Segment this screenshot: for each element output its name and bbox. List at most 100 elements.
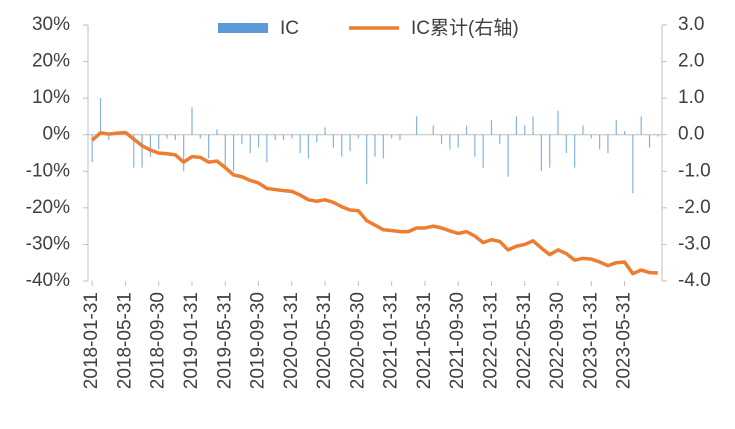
bar <box>307 134 310 159</box>
bar <box>91 134 93 163</box>
bar <box>299 134 301 153</box>
x-tick-label: 2022-09-30 <box>547 292 568 389</box>
y2-tick-label: 3.0 <box>678 14 704 35</box>
bar <box>349 134 351 152</box>
bar <box>540 134 542 172</box>
bar <box>465 125 468 135</box>
bar <box>640 116 642 135</box>
bar <box>615 120 617 135</box>
bar <box>332 134 335 148</box>
bar <box>266 134 268 163</box>
bar <box>565 134 567 153</box>
x-tick-label: 2022-05-31 <box>514 292 535 389</box>
bar <box>249 134 251 153</box>
bar <box>341 134 343 157</box>
bar <box>382 134 384 159</box>
y2-tick-label: -1.0 <box>678 160 711 181</box>
legend-label: IC累计(右轴) <box>411 17 519 39</box>
bar <box>166 134 168 139</box>
bar <box>324 127 326 135</box>
bar <box>141 134 143 168</box>
bar <box>199 134 201 139</box>
bar <box>499 134 501 144</box>
bar <box>216 129 218 135</box>
bar <box>316 134 318 143</box>
x-tick-label: 2022-01-31 <box>480 292 501 389</box>
bar <box>191 107 193 135</box>
x-tick-label: 2021-09-30 <box>447 292 468 389</box>
x-tick-label: 2019-05-31 <box>214 292 235 389</box>
bar <box>232 134 235 172</box>
y2-tick-label: 2.0 <box>678 51 704 72</box>
bar <box>449 134 451 150</box>
bar <box>532 116 534 135</box>
bar <box>274 134 276 141</box>
y-tick-label: -20% <box>26 197 70 218</box>
bar <box>557 110 559 135</box>
y-tick-label: 30% <box>32 14 70 35</box>
x-tick-label: 2018-09-30 <box>148 292 169 389</box>
bar <box>507 134 509 177</box>
x-tick-label: 2021-01-31 <box>381 292 402 389</box>
bar <box>623 131 626 135</box>
bar <box>432 125 434 135</box>
line-series <box>91 130 658 276</box>
bar <box>108 134 110 141</box>
legend-label: IC <box>280 18 299 39</box>
x-tick-label: 2018-01-31 <box>81 292 102 389</box>
x-tick-label: 2020-01-31 <box>281 292 302 389</box>
y2-tick-label: -3.0 <box>678 233 711 254</box>
y-tick-label: 0% <box>43 124 71 145</box>
bar <box>515 116 518 135</box>
y2-tick-label: -2.0 <box>678 197 711 218</box>
bar <box>457 134 459 148</box>
bar <box>582 125 584 135</box>
bar <box>357 134 359 139</box>
bar <box>524 125 526 135</box>
x-tick-label: 2021-05-31 <box>414 292 435 389</box>
bar <box>374 134 376 157</box>
bar <box>174 134 176 141</box>
y-tick-label: -10% <box>26 160 70 181</box>
bar <box>399 134 401 141</box>
bar <box>482 134 484 168</box>
bar <box>590 134 592 139</box>
bar <box>415 116 418 135</box>
bar <box>657 134 659 137</box>
x-tick-label: 2020-09-30 <box>347 292 368 389</box>
bar <box>474 134 476 157</box>
x-tick-label: 2019-01-31 <box>181 292 202 389</box>
bar <box>257 134 260 148</box>
y-tick-label: -40% <box>26 270 70 291</box>
y-tick-label: 20% <box>32 51 70 72</box>
bar <box>282 134 285 141</box>
x-tick-label: 2023-01-31 <box>580 292 601 389</box>
bar <box>183 134 185 172</box>
bar <box>607 134 609 153</box>
bar <box>99 98 102 135</box>
bar <box>648 134 651 148</box>
x-tick-label: 2023-05-31 <box>614 292 635 389</box>
legend-swatch <box>218 23 268 33</box>
x-tick-label: 2018-05-31 <box>114 292 135 389</box>
bar <box>158 134 160 150</box>
y-tick-label: -30% <box>26 233 70 254</box>
bar <box>208 134 210 159</box>
bar <box>574 134 576 168</box>
bar <box>490 120 493 135</box>
bar <box>291 134 293 139</box>
bar <box>599 134 601 150</box>
bar <box>632 134 634 194</box>
x-tick-label: 2020-05-31 <box>314 292 335 389</box>
bar <box>133 134 135 168</box>
y-tick-label: 10% <box>32 87 70 108</box>
bar <box>440 134 443 144</box>
y2-tick-label: -4.0 <box>678 270 711 291</box>
bar <box>549 134 551 168</box>
x-tick-label: 2019-09-30 <box>248 292 269 389</box>
bar <box>241 134 243 144</box>
y2-tick-label: 1.0 <box>678 87 704 108</box>
bar <box>224 134 226 168</box>
bar <box>366 134 368 185</box>
